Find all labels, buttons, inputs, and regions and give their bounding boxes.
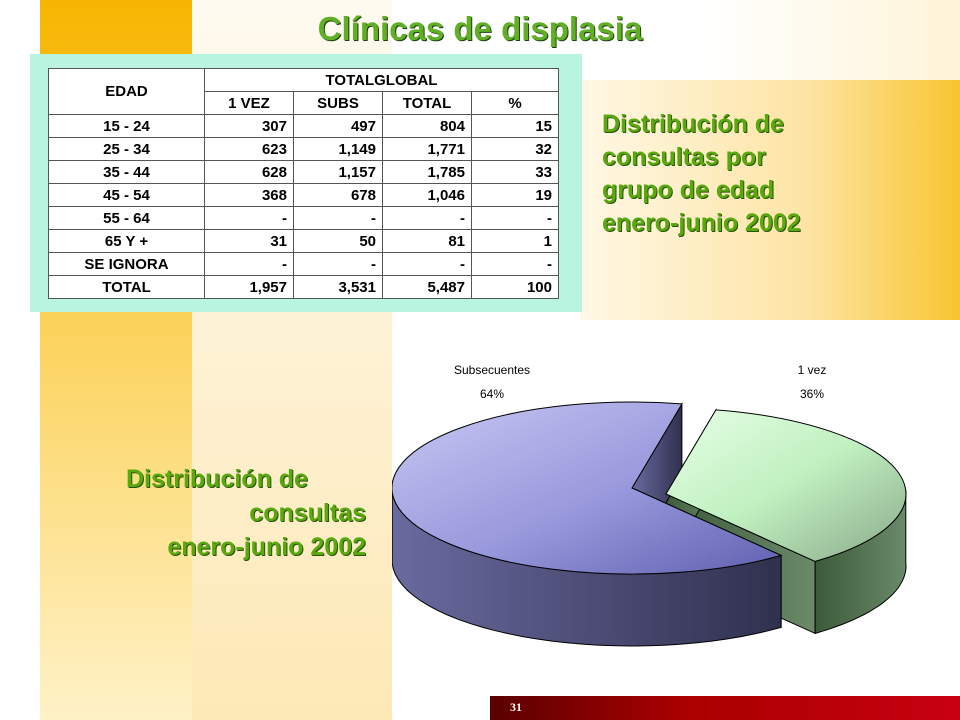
- cell-total: 1,771: [382, 137, 472, 161]
- cell-subs: 678: [293, 183, 383, 207]
- footer-bar: [490, 696, 960, 720]
- table-row: 15 - 24 307 497 804 15: [48, 114, 559, 138]
- cell-1vez: 628: [204, 160, 294, 184]
- cell-total: 5,487: [382, 275, 472, 299]
- cell-edad: 35 - 44: [48, 160, 205, 184]
- table-caption: Distribución de consultas por grupo de e…: [602, 108, 932, 240]
- chart-caption-line: enero-junio 2002: [167, 533, 366, 561]
- cell-edad: TOTAL: [48, 275, 205, 299]
- pie-label-1vez: 1 vez: [798, 363, 827, 377]
- cell-pct: 33: [471, 160, 559, 184]
- cell-subs: 1,157: [293, 160, 383, 184]
- cell-total: 1,046: [382, 183, 472, 207]
- cell-pct: -: [471, 206, 559, 230]
- pie-slice-1vez: [665, 409, 907, 562]
- background-right-band: [580, 80, 960, 320]
- subheader-1vez: 1 VEZ: [204, 91, 294, 115]
- cell-subs: -: [293, 206, 383, 230]
- cell-1vez: 368: [204, 183, 294, 207]
- chart-caption-line: Distribución de: [126, 465, 308, 493]
- cell-edad: 55 - 64: [48, 206, 205, 230]
- background-top-right: [700, 0, 960, 80]
- slide-title: Clínicas de displasia: [317, 10, 643, 47]
- cell-total: 1,785: [382, 160, 472, 184]
- table-subheader-row: 1 VEZ SUBS TOTAL %: [49, 91, 559, 115]
- cell-pct: 100: [471, 275, 559, 299]
- table-total-row: TOTAL 1,957 3,531 5,487 100: [48, 275, 559, 299]
- cell-subs: 3,531: [293, 275, 383, 299]
- cell-pct: 32: [471, 137, 559, 161]
- cell-total: -: [382, 206, 472, 230]
- pie-label-subsecuentes: Subsecuentes: [454, 363, 530, 377]
- cell-total: 804: [382, 114, 472, 138]
- cell-total: 81: [382, 229, 472, 253]
- subheader-total: TOTAL: [382, 91, 472, 115]
- table-row: 25 - 34 623 1,149 1,771 32: [48, 137, 559, 161]
- cell-subs: 50: [293, 229, 383, 253]
- cell-edad: SE IGNORA: [48, 252, 205, 276]
- cell-subs: 497: [293, 114, 383, 138]
- cell-subs: -: [293, 252, 383, 276]
- cell-pct: 15: [471, 114, 559, 138]
- table-caption-line: grupo de edad: [602, 176, 775, 204]
- age-table-panel: EDAD TOTALGLOBAL 1 VEZ SUBS TOTAL % 15 -…: [30, 54, 582, 312]
- cell-1vez: 31: [204, 229, 294, 253]
- pie-slice-subsecuentes: [392, 401, 783, 575]
- cell-pct: -: [471, 252, 559, 276]
- pie-chart: Subsecuentes 64% 1 vez 36%: [392, 363, 907, 647]
- subheader-subs: SUBS: [293, 91, 383, 115]
- chart-caption-line: consultas: [249, 499, 366, 527]
- cell-1vez: -: [204, 206, 294, 230]
- header-totalglobal: TOTALGLOBAL: [204, 68, 559, 92]
- cell-edad: 15 - 24: [48, 114, 205, 138]
- subheader-pct: %: [471, 91, 559, 115]
- table-row: 55 - 64 - - - -: [48, 206, 559, 230]
- cell-subs: 1,149: [293, 137, 383, 161]
- age-distribution-table: EDAD TOTALGLOBAL 1 VEZ SUBS TOTAL % 15 -…: [48, 68, 559, 299]
- pie-pct-subsecuentes: 64%: [480, 387, 504, 401]
- pie-chart-panel: Subsecuentes 64% 1 vez 36%: [392, 328, 928, 654]
- cell-edad: 65 Y +: [48, 229, 205, 253]
- page-number: 31: [510, 700, 522, 714]
- table-row: 45 - 54 368 678 1,046 19: [48, 183, 559, 207]
- table-header-row: EDAD TOTALGLOBAL: [48, 68, 559, 115]
- cell-total: -: [382, 252, 472, 276]
- cell-edad: 45 - 54: [48, 183, 205, 207]
- cell-pct: 19: [471, 183, 559, 207]
- pie-pct-1vez: 36%: [800, 387, 824, 401]
- cell-1vez: 307: [204, 114, 294, 138]
- cell-1vez: 623: [204, 137, 294, 161]
- cell-1vez: -: [204, 252, 294, 276]
- chart-caption: Distribución de consultas enero-junio 20…: [100, 462, 366, 564]
- table-caption-line: Distribución de: [602, 110, 784, 138]
- cell-pct: 1: [471, 229, 559, 253]
- cell-1vez: 1,957: [204, 275, 294, 299]
- table-caption-line: consultas por: [602, 143, 766, 171]
- table-row: 65 Y + 31 50 81 1: [48, 229, 559, 253]
- table-row: 35 - 44 628 1,157 1,785 33: [48, 160, 559, 184]
- table-caption-line: enero-junio 2002: [602, 209, 801, 237]
- cell-edad: 25 - 34: [48, 137, 205, 161]
- header-edad: EDAD: [48, 68, 205, 115]
- table-row: SE IGNORA - - - -: [48, 252, 559, 276]
